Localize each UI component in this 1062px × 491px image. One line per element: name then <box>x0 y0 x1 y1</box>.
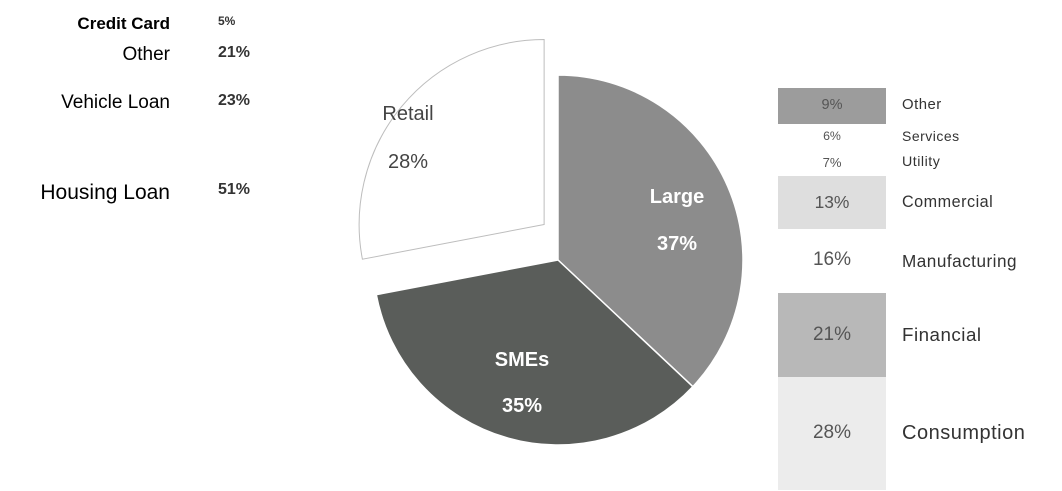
retail-value-credit-card: 5% <box>218 14 236 28</box>
retail-value-housing-loan: 51% <box>218 181 251 198</box>
bar-segment-utility <box>778 148 886 177</box>
slice-label-retail: Retail <box>382 103 433 125</box>
bar-value-consumption: 28% <box>812 422 852 444</box>
retail-value-vehicle-loan: 23% <box>218 92 251 109</box>
retail-label-housing-loan: Housing Loan <box>40 181 170 204</box>
bar-value-financial: 21% <box>812 323 852 345</box>
retail-label-other: Other <box>122 44 170 65</box>
bar-label-consumption: Consumption <box>902 421 1026 444</box>
pie-slice-smes <box>375 259 694 446</box>
bar-label-financial: Financial <box>902 323 982 345</box>
retail-label-credit-card: Credit Card <box>77 14 170 33</box>
slice-value-retail: 28% <box>388 151 428 173</box>
bar-value-services: 6% <box>823 128 841 143</box>
slice-value-smes: 35% <box>502 395 542 417</box>
bar-value-commercial: 13% <box>814 192 850 213</box>
slice-label-smes: SMEs <box>495 349 549 371</box>
pie-chart: Large 37% SMEs 35% Retail 28% <box>358 39 744 446</box>
slice-value-large: 37% <box>657 233 697 255</box>
pie-slice-retail <box>358 39 545 260</box>
bar-label-manufacturing: Manufacturing <box>902 250 1018 271</box>
bar-segment-other <box>778 88 886 125</box>
bar-segment-commercial <box>778 176 886 229</box>
slice-label-large: Large <box>650 186 704 208</box>
retail-value-other: 21% <box>218 44 251 61</box>
retail-label-vehicle-loan: Vehicle Loan <box>61 92 170 113</box>
bar-segment-financial <box>778 293 886 378</box>
pie-slice-large <box>557 74 744 388</box>
bar-value-utility: 7% <box>822 154 842 170</box>
bar-segment-consumption <box>778 377 886 490</box>
bar-label-utility: Utility <box>902 153 941 170</box>
bar-segment-manufacturing <box>778 228 886 293</box>
bar-segment-services <box>778 124 886 149</box>
bar-label-services: Services <box>902 127 960 144</box>
bar-label-other: Other <box>902 97 942 114</box>
bar-value-other: 9% <box>821 97 843 114</box>
bar-label-commercial: Commercial <box>902 192 994 211</box>
bar-value-manufacturing: 16% <box>812 249 852 271</box>
